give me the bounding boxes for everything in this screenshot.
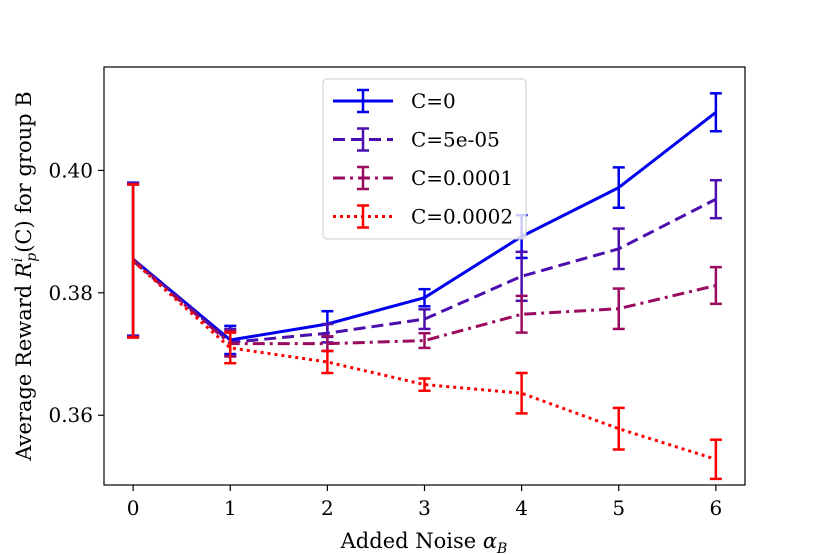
legend-entries: C=0 C=5e-05 C=0.0001 C=0.0002 bbox=[333, 88, 513, 229]
error-bar bbox=[709, 265, 722, 306]
error-bar bbox=[709, 438, 722, 481]
error-bar bbox=[418, 377, 431, 393]
y-tick-label: 0.36 bbox=[48, 403, 93, 427]
y-tick-label: 0.38 bbox=[48, 281, 93, 305]
legend-label: C=0.0001 bbox=[411, 166, 513, 190]
legend-label: C=5e-05 bbox=[411, 128, 500, 152]
x-tick-label: 5 bbox=[612, 496, 625, 520]
error-bar bbox=[127, 183, 140, 339]
x-tick-label: 6 bbox=[709, 496, 722, 520]
x-tick-label: 4 bbox=[515, 496, 528, 520]
x-axis: 0 1 2 3 4 5 6 bbox=[127, 485, 722, 520]
x-axis-label: Added Noise αB bbox=[340, 529, 508, 554]
legend-entry-c-0-0001: C=0.0001 bbox=[333, 165, 513, 191]
x-tick-label: 3 bbox=[418, 496, 431, 520]
error-bar bbox=[515, 371, 528, 415]
legend-label: C=0.0002 bbox=[411, 205, 513, 229]
error-bar bbox=[321, 349, 334, 375]
error-bar bbox=[612, 287, 625, 331]
y-tick-label: 0.40 bbox=[48, 158, 93, 182]
error-bar bbox=[612, 166, 625, 210]
series-layer bbox=[127, 92, 722, 481]
error-bar bbox=[709, 92, 722, 133]
x-tick-label: 1 bbox=[224, 496, 237, 520]
error-bar bbox=[418, 287, 431, 308]
x-tick-label: 2 bbox=[321, 496, 334, 520]
error-bar bbox=[709, 178, 722, 220]
error-bar bbox=[612, 406, 625, 451]
error-bar bbox=[612, 227, 625, 271]
legend-box bbox=[322, 78, 527, 240]
error-bar bbox=[418, 308, 431, 331]
legend-entry-c-0-0002: C=0.0002 bbox=[333, 204, 513, 229]
error-bar bbox=[515, 294, 528, 334]
series-c-0-0002 bbox=[127, 183, 722, 481]
y-axis: 0.36 0.38 0.40 bbox=[48, 158, 104, 427]
error-bar bbox=[224, 331, 237, 365]
legend-label: C=0 bbox=[411, 89, 456, 113]
x-tick-label: 0 bbox=[127, 496, 140, 520]
error-bar bbox=[418, 331, 431, 350]
legend: C=0 C=5e-05 C=0.0001 C=0.0002 bbox=[322, 78, 527, 240]
y-axis-label: Average Reward Rip(C) for group B bbox=[10, 91, 40, 461]
legend-entry-c-5e-05: C=5e-05 bbox=[333, 127, 500, 152]
legend-entry-c-0: C=0 bbox=[333, 88, 456, 114]
